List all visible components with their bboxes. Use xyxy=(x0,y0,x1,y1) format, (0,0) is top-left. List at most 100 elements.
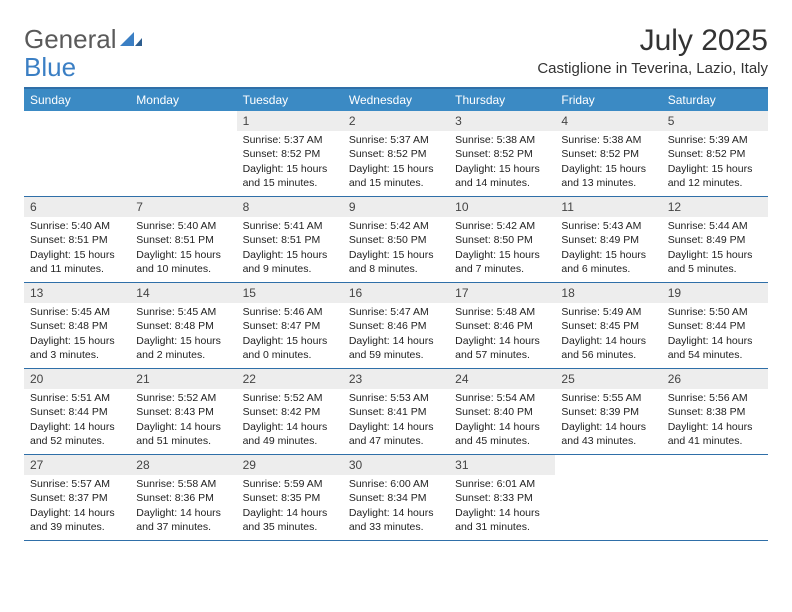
daylight-text: Daylight: 15 hours and 11 minutes. xyxy=(30,248,124,276)
sunset-text: Sunset: 8:48 PM xyxy=(136,319,230,333)
day-body: Sunrise: 5:50 AMSunset: 8:44 PMDaylight:… xyxy=(662,303,768,366)
day-body: Sunrise: 5:40 AMSunset: 8:51 PMDaylight:… xyxy=(130,217,236,280)
daylight-text: Daylight: 15 hours and 0 minutes. xyxy=(243,334,337,362)
day-number: 28 xyxy=(130,455,236,475)
day-number: 9 xyxy=(343,197,449,217)
day-body: Sunrise: 5:43 AMSunset: 8:49 PMDaylight:… xyxy=(555,217,661,280)
sunset-text: Sunset: 8:50 PM xyxy=(349,233,443,247)
daylight-text: Daylight: 15 hours and 2 minutes. xyxy=(136,334,230,362)
day-cell xyxy=(24,111,130,197)
day-number: 30 xyxy=(343,455,449,475)
sunrise-text: Sunrise: 5:42 AM xyxy=(349,219,443,233)
daylight-text: Daylight: 14 hours and 59 minutes. xyxy=(349,334,443,362)
daylight-text: Daylight: 14 hours and 52 minutes. xyxy=(30,420,124,448)
day-cell xyxy=(662,455,768,541)
day-body: Sunrise: 6:00 AMSunset: 8:34 PMDaylight:… xyxy=(343,475,449,538)
sunrise-text: Sunrise: 5:51 AM xyxy=(30,391,124,405)
day-cell: 21 Sunrise: 5:52 AMSunset: 8:43 PMDayligh… xyxy=(130,369,236,455)
day-cell: 25Sunrise: 5:55 AMSunset: 8:39 PMDayligh… xyxy=(555,369,661,455)
day-cell: 1Sunrise: 5:37 AMSunset: 8:52 PMDaylight… xyxy=(237,111,343,197)
sunset-text: Sunset: 8:43 PM xyxy=(136,405,230,419)
sunset-text: Sunset: 8:50 PM xyxy=(455,233,549,247)
daylight-text: Daylight: 15 hours and 10 minutes. xyxy=(136,248,230,276)
sunrise-text: Sunrise: 5:58 AM xyxy=(136,477,230,491)
sunrise-text: Sunrise: 5:37 AM xyxy=(243,133,337,147)
sunset-text: Sunset: 8:46 PM xyxy=(455,319,549,333)
sunrise-text: Sunrise: 5:44 AM xyxy=(668,219,762,233)
sunrise-text: Sunrise: 5:46 AM xyxy=(243,305,337,319)
day-body: Sunrise: 5:56 AMSunset: 8:38 PMDaylight:… xyxy=(662,389,768,452)
sunset-text: Sunset: 8:46 PM xyxy=(349,319,443,333)
sunrise-text: Sunrise: 5:45 AM xyxy=(30,305,124,319)
day-number: 16 xyxy=(343,283,449,303)
header: General July 2025 Castiglione in Teverin… xyxy=(24,24,768,77)
day-cell: 26Sunrise: 5:56 AMSunset: 8:38 PMDayligh… xyxy=(662,369,768,455)
day-cell: 7Sunrise: 5:40 AMSunset: 8:51 PMDaylight… xyxy=(130,197,236,283)
day-body: Sunrise: 5:41 AMSunset: 8:51 PMDaylight:… xyxy=(237,217,343,280)
day-cell: 3Sunrise: 5:38 AMSunset: 8:52 PMDaylight… xyxy=(449,111,555,197)
sunset-text: Sunset: 8:41 PM xyxy=(349,405,443,419)
day-cell: 14Sunrise: 5:45 AMSunset: 8:48 PMDayligh… xyxy=(130,283,236,369)
daylight-text: Daylight: 14 hours and 51 minutes. xyxy=(136,420,230,448)
day-body: Sunrise: 5:51 AMSunset: 8:44 PMDaylight:… xyxy=(24,389,130,452)
day-number: 11 xyxy=(555,197,661,217)
day-number: 8 xyxy=(237,197,343,217)
sunrise-text: Sunrise: 5:38 AM xyxy=(455,133,549,147)
day-number: 4 xyxy=(555,111,661,131)
weekday-label: Friday xyxy=(555,89,661,111)
calendar-grid: 1Sunrise: 5:37 AMSunset: 8:52 PMDaylight… xyxy=(24,111,768,541)
day-cell: 5Sunrise: 5:39 AMSunset: 8:52 PMDaylight… xyxy=(662,111,768,197)
day-cell: 15Sunrise: 5:46 AMSunset: 8:47 PMDayligh… xyxy=(237,283,343,369)
day-cell: 27Sunrise: 5:57 AMSunset: 8:37 PMDayligh… xyxy=(24,455,130,541)
day-cell: 20Sunrise: 5:51 AMSunset: 8:44 PMDayligh… xyxy=(24,369,130,455)
sunrise-text: Sunrise: 5:48 AM xyxy=(455,305,549,319)
daylight-text: Daylight: 14 hours and 57 minutes. xyxy=(455,334,549,362)
day-body: Sunrise: 5:53 AMSunset: 8:41 PMDaylight:… xyxy=(343,389,449,452)
daylight-text: Daylight: 14 hours and 37 minutes. xyxy=(136,506,230,534)
day-number: 22 xyxy=(237,369,343,389)
day-number: 21 xyxy=(130,369,236,389)
daylight-text: Daylight: 15 hours and 15 minutes. xyxy=(243,162,337,190)
day-cell: 23Sunrise: 5:53 AMSunset: 8:41 PMDayligh… xyxy=(343,369,449,455)
day-cell: 28Sunrise: 5:58 AMSunset: 8:36 PMDayligh… xyxy=(130,455,236,541)
sunset-text: Sunset: 8:44 PM xyxy=(30,405,124,419)
day-body: Sunrise: 5:37 AMSunset: 8:52 PMDaylight:… xyxy=(343,131,449,194)
daylight-text: Daylight: 14 hours and 41 minutes. xyxy=(668,420,762,448)
day-cell xyxy=(130,111,236,197)
daylight-text: Daylight: 15 hours and 6 minutes. xyxy=(561,248,655,276)
day-body: Sunrise: 5:55 AMSunset: 8:39 PMDaylight:… xyxy=(555,389,661,452)
daylight-text: Daylight: 14 hours and 47 minutes. xyxy=(349,420,443,448)
day-number: 25 xyxy=(555,369,661,389)
sunset-text: Sunset: 8:52 PM xyxy=(455,147,549,161)
daylight-text: Daylight: 14 hours and 31 minutes. xyxy=(455,506,549,534)
location: Castiglione in Teverina, Lazio, Italy xyxy=(537,60,768,77)
day-body: Sunrise: 5:46 AMSunset: 8:47 PMDaylight:… xyxy=(237,303,343,366)
day-cell: 19Sunrise: 5:50 AMSunset: 8:44 PMDayligh… xyxy=(662,283,768,369)
daylight-text: Daylight: 14 hours and 33 minutes. xyxy=(349,506,443,534)
day-cell: 18Sunrise: 5:49 AMSunset: 8:45 PMDayligh… xyxy=(555,283,661,369)
sunset-text: Sunset: 8:52 PM xyxy=(561,147,655,161)
sunset-text: Sunset: 8:47 PM xyxy=(243,319,337,333)
daylight-text: Daylight: 15 hours and 9 minutes. xyxy=(243,248,337,276)
sunrise-text: Sunrise: 5:52 AM xyxy=(136,391,230,405)
day-body: Sunrise: 5:59 AMSunset: 8:35 PMDaylight:… xyxy=(237,475,343,538)
sunrise-text: Sunrise: 5:49 AM xyxy=(561,305,655,319)
day-number: 7 xyxy=(130,197,236,217)
day-cell: 29Sunrise: 5:59 AMSunset: 8:35 PMDayligh… xyxy=(237,455,343,541)
day-number: 19 xyxy=(662,283,768,303)
day-number: 2 xyxy=(343,111,449,131)
logo: General xyxy=(24,24,142,55)
day-number: 26 xyxy=(662,369,768,389)
day-number: 23 xyxy=(343,369,449,389)
daylight-text: Daylight: 14 hours and 54 minutes. xyxy=(668,334,762,362)
day-number: 3 xyxy=(449,111,555,131)
daylight-text: Daylight: 15 hours and 8 minutes. xyxy=(349,248,443,276)
day-body: Sunrise: 5:39 AMSunset: 8:52 PMDaylight:… xyxy=(662,131,768,194)
sunset-text: Sunset: 8:38 PM xyxy=(668,405,762,419)
sunrise-text: Sunrise: 5:43 AM xyxy=(561,219,655,233)
daylight-text: Daylight: 15 hours and 15 minutes. xyxy=(349,162,443,190)
sunset-text: Sunset: 8:51 PM xyxy=(30,233,124,247)
weekday-label: Tuesday xyxy=(237,89,343,111)
sunrise-text: Sunrise: 5:56 AM xyxy=(668,391,762,405)
day-cell: 6Sunrise: 5:40 AMSunset: 8:51 PMDaylight… xyxy=(24,197,130,283)
